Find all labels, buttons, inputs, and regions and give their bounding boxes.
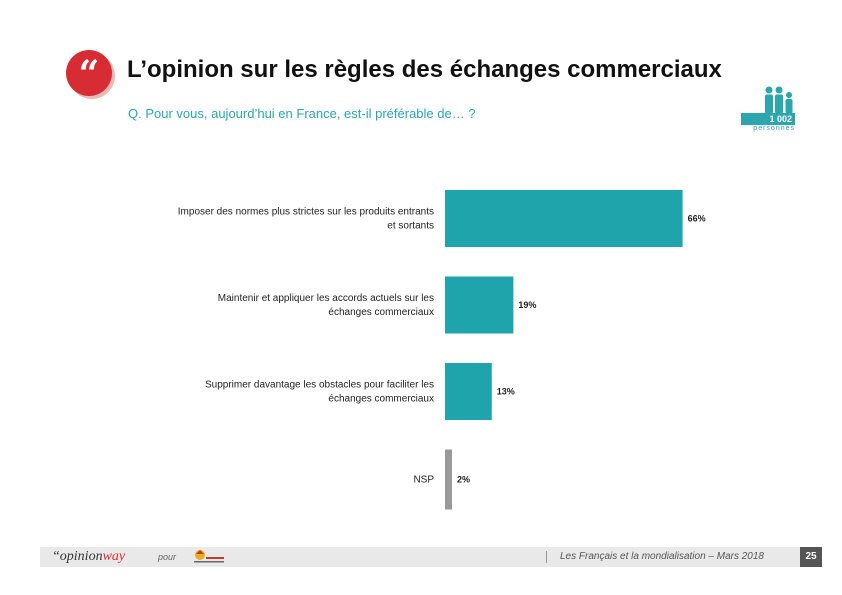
data-label-1: 66%	[688, 214, 706, 224]
opinionway-logo: “opinionway	[52, 549, 125, 565]
bar-3	[445, 363, 492, 420]
client-logo-icon	[194, 550, 224, 563]
bar-chart: 66% Imposer des normes plus strictes sur …	[178, 190, 706, 510]
sample-label: personnes	[753, 125, 795, 132]
footer-separator	[546, 551, 547, 563]
footer-pour: pour	[158, 552, 177, 562]
category-label-4: NSP	[413, 475, 434, 486]
footer-bar: “opinionway pour Les Français et la mond…	[40, 547, 822, 567]
data-label-4: 2%	[457, 475, 470, 485]
sample-count: 1 002	[741, 113, 795, 125]
bar-4	[445, 449, 452, 510]
page-title: L’opinion sur les règles des échanges co…	[127, 56, 722, 83]
quote-glyph: “	[78, 53, 100, 95]
category-label-2: Maintenir et appliquer les accords actue…	[218, 293, 434, 318]
question-text: Q. Pour vous, aujourd’hui en France, est…	[128, 106, 476, 121]
brand-part-1: “opinion	[52, 549, 103, 564]
category-label-1: Imposer des normes plus strictes sur les…	[178, 207, 434, 232]
sample-size-badge: 1 002 personnes	[741, 86, 795, 132]
data-label-3: 13%	[497, 387, 515, 397]
people-icon	[765, 86, 793, 114]
brand-part-2: way	[102, 549, 126, 564]
study-title: Les Français et la mondialisation – Mars…	[560, 551, 764, 562]
bar-1	[445, 190, 683, 247]
category-label-3: Supprimer davantage les obstacles pour f…	[205, 380, 434, 405]
page-number: 25	[800, 547, 822, 567]
data-label-2: 19%	[518, 300, 536, 310]
quote-icon: “	[66, 50, 112, 96]
bar-2	[445, 276, 514, 334]
